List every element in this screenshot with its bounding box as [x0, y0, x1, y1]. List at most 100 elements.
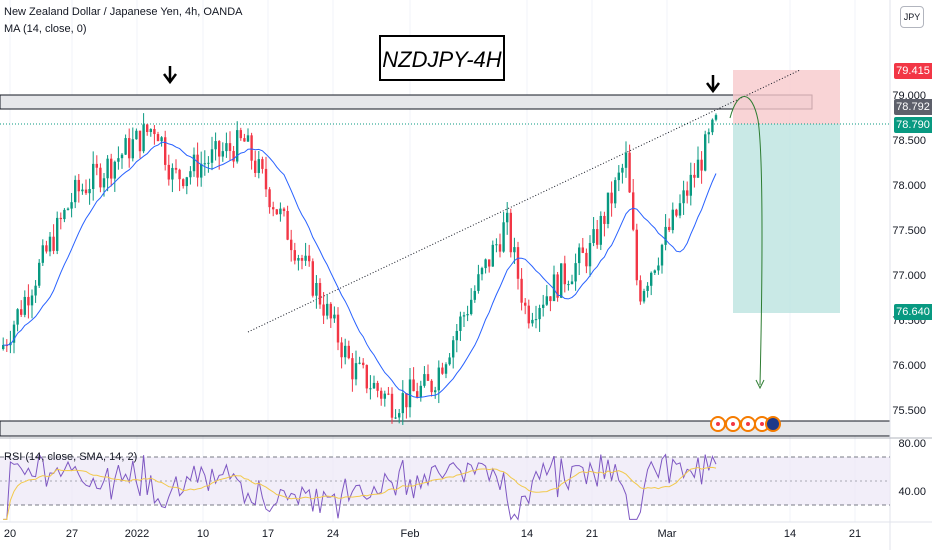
- candle-body: [574, 263, 577, 282]
- candle-body: [207, 162, 210, 164]
- candle-body: [99, 167, 102, 188]
- candle-body: [376, 382, 379, 391]
- candle-body: [239, 130, 242, 139]
- candle-body: [707, 132, 710, 135]
- candle-body: [484, 259, 487, 269]
- candle-body: [498, 244, 502, 252]
- candle-body: [34, 285, 37, 296]
- candle-body: [682, 190, 685, 204]
- candle-body: [236, 130, 239, 162]
- title-box: [379, 35, 505, 81]
- candle-body: [286, 211, 289, 240]
- candle-body: [113, 161, 116, 179]
- currency-button[interactable]: JPY: [900, 6, 924, 28]
- economic-events-icons[interactable]: [710, 416, 781, 432]
- candle-body: [459, 316, 462, 331]
- candle-body: [509, 212, 512, 253]
- price-axis-tick: 76.000: [892, 360, 926, 372]
- time-axis-tick: 20: [3, 528, 17, 540]
- candle-body: [560, 263, 563, 298]
- candle-body: [275, 209, 278, 215]
- time-axis-tick: 14: [520, 528, 534, 540]
- candle-body: [52, 236, 55, 251]
- candle-body: [38, 262, 41, 286]
- candle-body: [261, 159, 264, 169]
- time-axis-tick: 2022: [124, 528, 150, 540]
- candle-body: [16, 309, 19, 325]
- candle-body: [74, 179, 77, 203]
- candle-body: [365, 365, 368, 389]
- candle-body: [660, 244, 664, 266]
- candle-body: [624, 152, 628, 168]
- instrument-legend: New Zealand Dollar / Japanese Yen, 4h, O…: [4, 6, 243, 18]
- candle-body: [326, 303, 329, 316]
- candle-body: [527, 305, 530, 324]
- candle-body: [696, 159, 700, 178]
- candle-body: [149, 129, 152, 132]
- candle-body: [59, 217, 62, 220]
- candle-body: [664, 226, 667, 245]
- candle-body: [455, 330, 458, 341]
- candle-body: [358, 362, 361, 364]
- candle-body: [336, 314, 340, 343]
- candle-body: [56, 217, 59, 251]
- candle-body: [200, 163, 203, 178]
- target-zone: [733, 124, 840, 313]
- candle-body: [228, 143, 232, 151]
- rsi-ma-line: [3, 466, 717, 520]
- candle-body: [416, 391, 419, 398]
- current-high-price-tag: 78.792: [894, 99, 932, 115]
- time-axis-tick: 14: [783, 528, 797, 540]
- price-axis-tick: 78.500: [892, 135, 926, 147]
- candle-body: [300, 258, 304, 261]
- time-axis-tick: 10: [196, 528, 210, 540]
- candle-body: [214, 141, 217, 150]
- candle-body: [318, 283, 322, 305]
- candle-body: [81, 189, 84, 192]
- candle-body: [704, 134, 707, 171]
- candle-body: [131, 139, 134, 159]
- candle-body: [657, 265, 660, 271]
- candle-body: [344, 345, 347, 358]
- candle-body: [578, 247, 581, 264]
- candle-body: [516, 247, 520, 279]
- projection-arrowhead: [755, 379, 765, 390]
- candle-body: [192, 154, 196, 172]
- price-axis-tick: 77.500: [892, 225, 926, 237]
- candle-body: [383, 393, 386, 399]
- candle-body: [491, 244, 494, 267]
- candle-body: [63, 209, 66, 220]
- candle-body: [272, 207, 275, 210]
- candle-body: [488, 259, 491, 267]
- candle-body: [225, 143, 228, 152]
- candle-body: [2, 345, 5, 349]
- candle-body: [146, 124, 149, 132]
- candle-body: [171, 167, 174, 180]
- candle-body: [167, 164, 170, 180]
- candle-body: [203, 163, 206, 165]
- candle-body: [642, 290, 646, 302]
- candle-body: [549, 296, 552, 302]
- candle-body: [614, 180, 617, 204]
- time-axis-tick: 21: [585, 528, 599, 540]
- candle-body: [462, 315, 466, 317]
- candle-body: [693, 174, 696, 178]
- time-axis-tick: 27: [65, 528, 79, 540]
- candle-body: [588, 243, 592, 267]
- candle-body: [347, 345, 350, 359]
- candle-body: [534, 319, 538, 321]
- candle-body: [106, 158, 109, 179]
- candle-body: [617, 172, 620, 181]
- candle-body: [398, 413, 401, 418]
- candle-body: [95, 163, 98, 168]
- rsi-tick-40: 40.00: [898, 486, 926, 498]
- candle-body: [156, 134, 160, 142]
- candle-body: [264, 168, 268, 190]
- candle-body: [502, 222, 505, 252]
- candle-body: [185, 177, 188, 187]
- candle-body: [423, 374, 426, 386]
- candle-body: [142, 124, 145, 152]
- candle-body: [66, 208, 70, 210]
